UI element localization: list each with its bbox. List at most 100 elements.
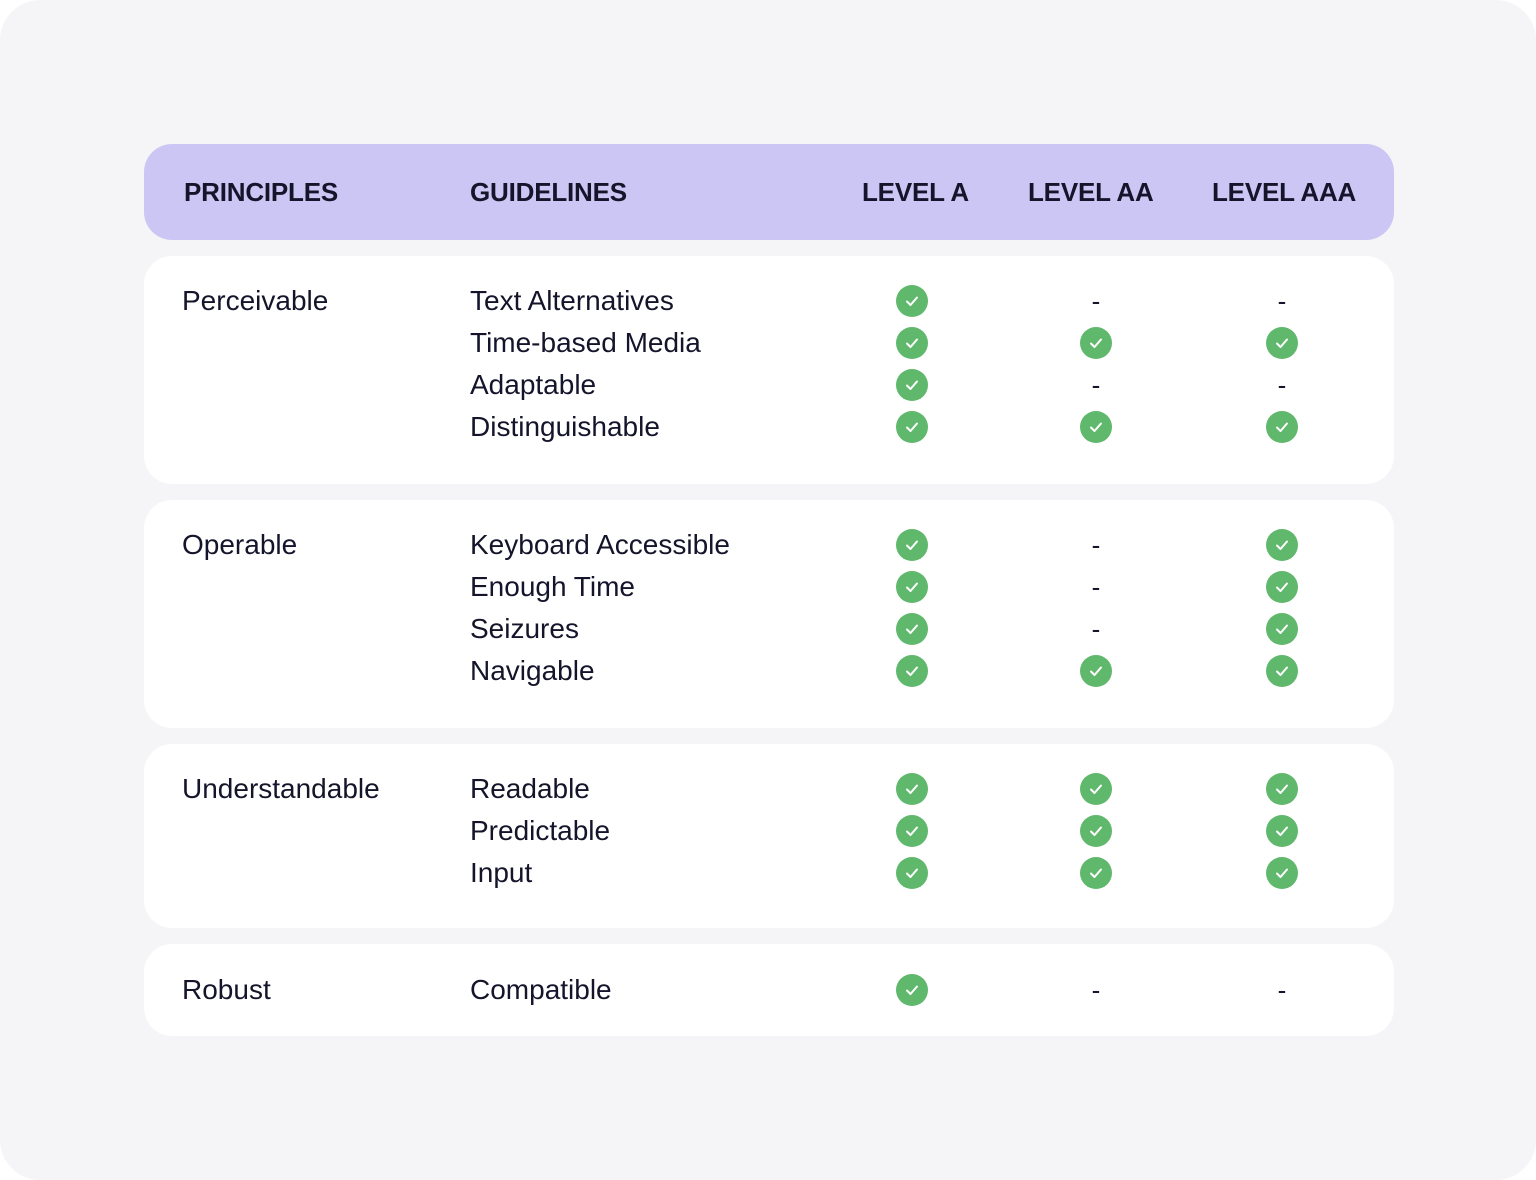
- level-a-check-icon: [892, 969, 932, 1011]
- level-aaa-check-icon: [1262, 406, 1302, 448]
- header-level-aa: LEVEL AA: [1028, 177, 1154, 207]
- level-aaa-check-icon: [1262, 852, 1302, 894]
- check-circle-icon: [896, 327, 928, 359]
- check-circle-icon: [896, 974, 928, 1006]
- principle-name: Perceivable: [182, 285, 329, 316]
- check-circle-icon: [896, 285, 928, 317]
- check-circle-icon: [1266, 571, 1298, 603]
- check-circle-icon: [1080, 655, 1112, 687]
- dash-text: -: [1091, 286, 1101, 316]
- check-circle-icon: [1080, 857, 1112, 889]
- check-circle-icon: [1080, 327, 1112, 359]
- level-a-check-icon: [892, 650, 932, 692]
- check-circle-icon: [1266, 327, 1298, 359]
- level-aa-dash: -: [1076, 524, 1116, 566]
- guideline-name: Time-based Media: [470, 327, 701, 358]
- guideline-name: Readable: [470, 773, 590, 804]
- level-aaa-check-icon: [1262, 768, 1302, 810]
- level-aa-check-icon: [1076, 810, 1116, 852]
- header-level-a: LEVEL A: [862, 177, 969, 207]
- guideline-name: Keyboard Accessible: [470, 529, 730, 560]
- dash-text: -: [1277, 370, 1287, 400]
- guideline-name: Enough Time: [470, 571, 635, 602]
- level-a-check-icon: [892, 280, 932, 322]
- guideline-name: Input: [470, 857, 533, 888]
- check-circle-icon: [1266, 815, 1298, 847]
- level-aa-dash: -: [1076, 280, 1116, 322]
- level-a-check-icon: [892, 406, 932, 448]
- guideline-row: Compatible - -: [144, 969, 1394, 1011]
- level-aa-check-icon: [1076, 406, 1116, 448]
- guideline-row: Predictable: [144, 810, 1394, 852]
- level-aaa-check-icon: [1262, 810, 1302, 852]
- guideline-row: Navigable: [144, 650, 1394, 692]
- level-a-check-icon: [892, 566, 932, 608]
- level-aaa-dash: -: [1262, 280, 1302, 322]
- check-circle-icon: [896, 655, 928, 687]
- check-circle-icon: [896, 369, 928, 401]
- level-aa-dash: -: [1076, 364, 1116, 406]
- principle-name: Operable: [182, 529, 298, 560]
- dash-text: -: [1277, 975, 1287, 1005]
- check-circle-icon: [896, 571, 928, 603]
- guideline-row: Adaptable - -: [144, 364, 1394, 406]
- level-a-check-icon: [892, 608, 932, 650]
- table-header: PRINCIPLES GUIDELINES LEVEL A LEVEL AA L…: [144, 144, 1394, 240]
- principle-name: Robust: [182, 974, 271, 1005]
- guideline-name: Navigable: [470, 655, 595, 686]
- level-aaa-dash: -: [1262, 364, 1302, 406]
- check-circle-icon: [896, 613, 928, 645]
- check-circle-icon: [1266, 655, 1298, 687]
- dash-text: -: [1091, 975, 1101, 1005]
- dash-text: -: [1091, 370, 1101, 400]
- level-a-check-icon: [892, 364, 932, 406]
- dash-text: -: [1091, 614, 1101, 644]
- check-circle-icon: [1266, 613, 1298, 645]
- guideline-name: Predictable: [470, 815, 611, 846]
- level-aa-check-icon: [1076, 852, 1116, 894]
- check-circle-icon: [896, 411, 928, 443]
- dash-text: -: [1091, 530, 1101, 560]
- header-principles: PRINCIPLES: [184, 177, 339, 207]
- principle-card-robust: Robust Compatible - -: [144, 944, 1394, 1036]
- guideline-name: Seizures: [470, 613, 579, 644]
- check-circle-icon: [1080, 815, 1112, 847]
- dash-text: -: [1091, 572, 1101, 602]
- check-circle-icon: [1266, 529, 1298, 561]
- principle-card-understandable: Understandable Readable Predictable Input: [144, 744, 1394, 928]
- check-circle-icon: [1266, 857, 1298, 889]
- guideline-name: Text Alternatives: [470, 285, 674, 316]
- level-a-check-icon: [892, 852, 932, 894]
- dash-text: -: [1277, 286, 1287, 316]
- level-a-check-icon: [892, 524, 932, 566]
- guideline-name: Compatible: [470, 974, 612, 1005]
- level-aaa-check-icon: [1262, 608, 1302, 650]
- guideline-row: Time-based Media: [144, 322, 1394, 364]
- level-aa-check-icon: [1076, 650, 1116, 692]
- guideline-row: Text Alternatives - -: [144, 280, 1394, 322]
- guideline-row: Distinguishable: [144, 406, 1394, 448]
- level-aaa-check-icon: [1262, 566, 1302, 608]
- header-guidelines: GUIDELINES: [470, 177, 627, 207]
- level-aaa-check-icon: [1262, 650, 1302, 692]
- level-aaa-dash: -: [1262, 969, 1302, 1011]
- principle-card-perceivable: Perceivable Text Alternatives - - Time-based…: [144, 256, 1394, 484]
- level-aa-dash: -: [1076, 566, 1116, 608]
- check-circle-icon: [1080, 411, 1112, 443]
- guideline-row: Enough Time -: [144, 566, 1394, 608]
- check-circle-icon: [1266, 411, 1298, 443]
- principle-name: Understandable: [182, 773, 380, 804]
- check-circle-icon: [896, 815, 928, 847]
- check-circle-icon: [896, 529, 928, 561]
- check-circle-icon: [896, 773, 928, 805]
- level-a-check-icon: [892, 322, 932, 364]
- check-circle-icon: [1266, 773, 1298, 805]
- level-aa-check-icon: [1076, 322, 1116, 364]
- principle-card-operable: Operable Keyboard Accessible - Enough Time -…: [144, 500, 1394, 728]
- guideline-row: Seizures -: [144, 608, 1394, 650]
- level-aaa-check-icon: [1262, 322, 1302, 364]
- header-level-aaa: LEVEL AAA: [1212, 177, 1357, 207]
- level-a-check-icon: [892, 768, 932, 810]
- guideline-row: Keyboard Accessible -: [144, 524, 1394, 566]
